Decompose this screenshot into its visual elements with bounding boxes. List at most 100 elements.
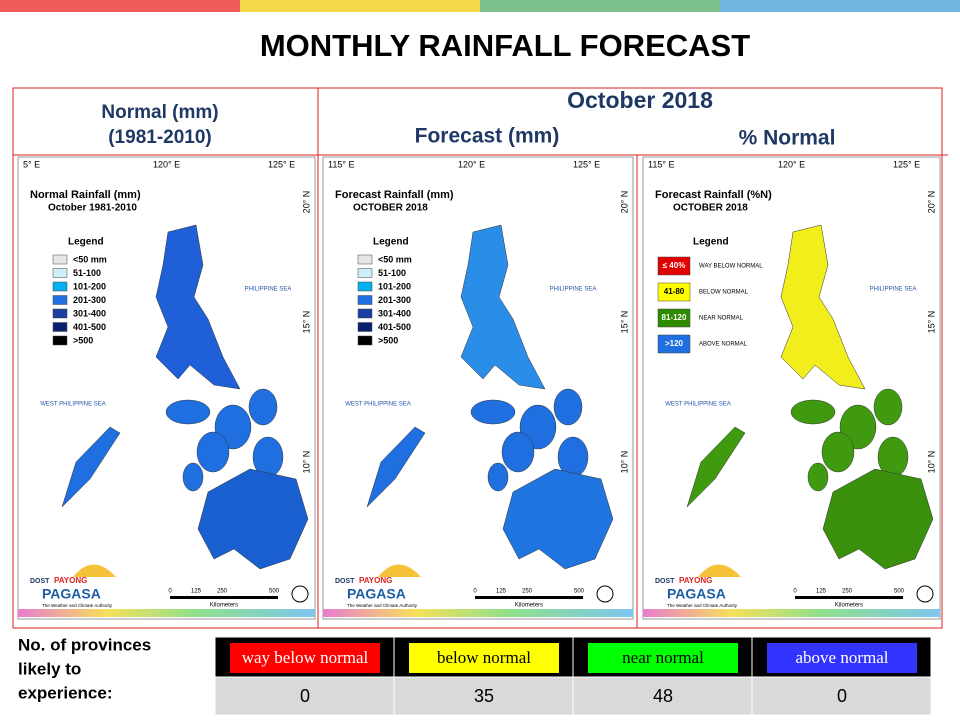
logo-text: PAGASA xyxy=(667,586,726,602)
logo-text: PAGASA xyxy=(42,586,101,602)
legend-swatch xyxy=(52,268,68,278)
lat-label: 15° N xyxy=(619,311,629,334)
header-chip xyxy=(588,643,738,673)
scale-label: 0 xyxy=(793,589,797,595)
island xyxy=(502,468,614,570)
lon-label: 120° E xyxy=(778,159,805,169)
legend-swatch xyxy=(657,334,691,354)
legend-title: Legend xyxy=(373,237,409,248)
compass xyxy=(291,585,309,603)
island xyxy=(366,426,426,508)
scale-label: 500 xyxy=(269,589,280,595)
value: 0 xyxy=(300,686,310,706)
lon-label: 125° E xyxy=(573,159,600,169)
sea-label: PHILIPPINE SEA xyxy=(550,287,597,293)
logo-umbrella xyxy=(698,564,741,577)
color-bar xyxy=(643,609,940,617)
logo-text: DOST xyxy=(30,578,50,585)
frame xyxy=(12,87,943,629)
stripe xyxy=(240,0,480,12)
map-panel: 5° E 120° E 125° E 20° N 15° N 10° N Normal Ra… xyxy=(17,156,316,620)
header: Forecast (mm) xyxy=(415,125,560,148)
header: Normal (mm) xyxy=(101,102,218,123)
header-chip xyxy=(409,643,559,673)
legend-swatch xyxy=(357,335,373,346)
scale-label: 250 xyxy=(522,589,533,595)
legend-swatch xyxy=(52,281,68,292)
legend-swatch xyxy=(357,295,373,305)
header-label: near normal xyxy=(622,648,704,667)
row-label: No. of provinces xyxy=(18,635,151,654)
title: MONTHLY RAINFALL FORECAST xyxy=(260,28,750,63)
island xyxy=(165,399,211,425)
island xyxy=(470,399,516,425)
logo-text: DOST xyxy=(335,578,355,585)
island xyxy=(501,431,535,473)
legend-label: <50 mm xyxy=(73,254,107,264)
value: 48 xyxy=(653,686,673,706)
map-title: Forecast Rainfall (%N) xyxy=(655,189,772,201)
compass xyxy=(596,585,614,603)
map-title: Normal Rainfall (mm) xyxy=(30,189,141,201)
legend-swatch xyxy=(357,281,373,292)
legend-label: 101-200 xyxy=(73,281,106,291)
legend-label: 201-300 xyxy=(73,295,106,305)
legend-title: Legend xyxy=(693,237,729,248)
sea-label: WEST PHILIPPINE SEA xyxy=(345,402,411,408)
scale-label: 0 xyxy=(168,589,172,595)
scale-label: 125 xyxy=(191,589,202,595)
legend-label: 401-500 xyxy=(73,322,106,332)
header-label: above normal xyxy=(796,648,889,667)
stripe xyxy=(480,0,720,12)
legend-label: >500 xyxy=(73,335,93,345)
island xyxy=(553,388,583,426)
island xyxy=(686,426,746,508)
island xyxy=(487,462,509,492)
header-label: way below normal xyxy=(242,648,369,667)
sea-label: PHILIPPINE SEA xyxy=(245,287,292,293)
map-title: Forecast Rainfall (mm) xyxy=(335,189,454,201)
island xyxy=(822,468,934,570)
legend-label: <50 mm xyxy=(378,254,412,264)
island xyxy=(821,431,855,473)
legend-swatch xyxy=(657,282,691,302)
island xyxy=(248,388,278,426)
map-subtitle: OCTOBER 2018 xyxy=(353,203,428,214)
logo-text: The Weather and Climate Authority xyxy=(42,603,113,608)
legend-description: WAY BELOW NORMAL xyxy=(699,264,763,270)
legend-label: 81-120 xyxy=(662,313,687,322)
lat-label: 20° N xyxy=(301,191,311,214)
island xyxy=(780,224,866,390)
lon-label: 125° E xyxy=(268,159,295,169)
scale-label: 0 xyxy=(473,589,477,595)
value-cell xyxy=(393,676,574,716)
scale-bar xyxy=(795,596,903,599)
stripe xyxy=(720,0,960,12)
lon-label: 125° E xyxy=(893,159,920,169)
color-bar xyxy=(18,609,315,617)
header: % Normal xyxy=(739,127,836,150)
island xyxy=(873,388,903,426)
legend-description: ABOVE NORMAL xyxy=(699,342,748,348)
logo-text: DOST xyxy=(655,578,675,585)
sea-label: PHILIPPINE SEA xyxy=(870,287,917,293)
legend-label: 51-100 xyxy=(73,268,101,278)
legend-swatch xyxy=(657,308,691,328)
legend-swatch xyxy=(357,308,373,319)
island xyxy=(155,224,241,390)
legend-swatch xyxy=(52,295,68,305)
island xyxy=(197,468,309,570)
lat-label: 20° N xyxy=(619,191,629,214)
legend-swatch xyxy=(357,254,373,265)
lat-label: 20° N xyxy=(926,191,936,214)
scale-label: 250 xyxy=(842,589,853,595)
scale-label: 125 xyxy=(816,589,827,595)
island xyxy=(790,399,836,425)
island xyxy=(807,462,829,492)
header: October 2018 xyxy=(567,87,713,113)
legend-swatch xyxy=(52,308,68,319)
scale-bar xyxy=(170,596,278,599)
scale-label: 500 xyxy=(894,589,905,595)
legend-label: 101-200 xyxy=(378,281,411,291)
